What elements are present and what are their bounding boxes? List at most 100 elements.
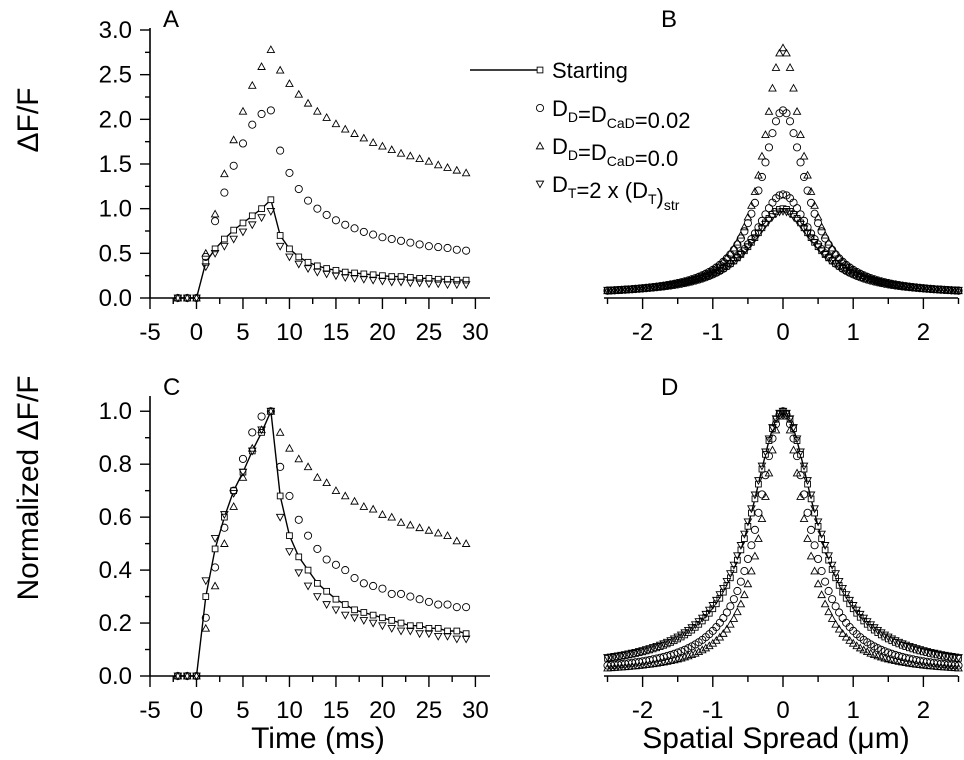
data-point: [764, 106, 774, 115]
data-point: [912, 645, 921, 654]
data-point: [729, 595, 738, 604]
data-point: [789, 434, 798, 443]
data-point: [378, 141, 387, 150]
data-point: [740, 530, 749, 539]
series-triangle-up: [173, 406, 471, 680]
data-point: [729, 614, 739, 622]
data-point: [211, 545, 219, 553]
data-point: [424, 156, 434, 165]
data-point: [341, 601, 349, 608]
y-axis-label-top: ΔF/F: [12, 87, 45, 152]
panel-c: C 0.0 0.2 0.4 0.6 0.8 1.0 -5 0 5 10 15 20 25 30: [99, 374, 490, 724]
data-point: [202, 593, 210, 600]
legend-label: Starting: [552, 58, 628, 83]
data-point: [768, 83, 777, 92]
data-point: [761, 448, 770, 457]
data-point: [771, 210, 781, 219]
data-point: [697, 614, 707, 623]
x-tick-label: 2: [917, 319, 930, 346]
data-point: [257, 62, 266, 70]
data-point: [670, 649, 679, 658]
data-point: [827, 614, 837, 622]
data-point: [876, 629, 886, 638]
data-point: [922, 648, 932, 657]
series-square-line: [604, 205, 962, 294]
data-point: [954, 286, 963, 295]
data-point: [313, 544, 322, 553]
data-point: [820, 542, 830, 550]
data-point: [768, 434, 777, 443]
data-point: [294, 260, 304, 269]
data-point: [736, 599, 746, 608]
data-point: [405, 520, 415, 529]
data-point: [415, 279, 424, 288]
data-point: [757, 490, 766, 499]
data-point: [838, 584, 848, 593]
data-point: [841, 632, 851, 641]
data-point: [461, 168, 471, 177]
data-point: [743, 212, 753, 221]
data-point: [266, 45, 276, 53]
data-point: [359, 133, 369, 142]
data-point: [322, 478, 332, 487]
data-point: [323, 587, 330, 595]
data-point: [238, 472, 248, 481]
data-point: [848, 638, 858, 647]
data-point: [201, 577, 211, 586]
data-point: [901, 641, 911, 650]
data-point: [416, 622, 423, 630]
data-point: [340, 611, 350, 620]
data-point: [680, 629, 690, 638]
data-point: [229, 135, 239, 144]
data-point: [750, 234, 760, 243]
data-point: [257, 214, 266, 223]
data-point: [736, 230, 746, 239]
data-point: [718, 256, 728, 265]
data-point: [360, 270, 368, 278]
panel-b: B -2 -1 0 1 2: [603, 6, 963, 346]
y-tick-label: 0.5: [99, 240, 132, 267]
data-point: [908, 644, 918, 653]
data-point: [789, 129, 798, 138]
data-point: [782, 48, 791, 57]
panels-group: A0.00.51.01.52.02.53.0-5 0 5 10 15 20 25 30B-2-…: [99, 6, 963, 724]
data-point: [434, 275, 442, 283]
data-point: [359, 579, 368, 588]
data-point: [387, 234, 396, 244]
legend-marker: [535, 103, 545, 113]
data-point: [806, 491, 816, 500]
data-point: [331, 272, 341, 281]
data-point: [771, 415, 781, 424]
data-point: [387, 512, 397, 521]
data-point: [378, 622, 387, 631]
data-point: [775, 409, 784, 418]
data-point: [332, 266, 340, 274]
data-point: [834, 624, 844, 633]
data-point: [740, 247, 749, 256]
data-point: [645, 645, 654, 654]
data-point: [743, 554, 752, 564]
data-point: [729, 243, 739, 252]
data-point: [396, 627, 406, 636]
data-point: [229, 502, 239, 510]
data-point: [359, 502, 369, 510]
data-point: [824, 607, 833, 616]
y-tick-label: 1.0: [99, 196, 132, 223]
data-point: [831, 248, 841, 257]
data-point: [396, 236, 406, 245]
data-point: [796, 130, 805, 139]
data-point: [369, 581, 378, 591]
data-point: [800, 216, 809, 225]
data-point: [800, 490, 809, 499]
data-point: [747, 200, 756, 209]
data-point: [813, 579, 823, 588]
data-point: [725, 570, 735, 579]
data-point: [862, 647, 872, 656]
data-point: [443, 531, 452, 540]
data-point: [340, 124, 350, 133]
data-point: [230, 226, 238, 234]
data-point: [304, 196, 313, 205]
data-point: [396, 148, 406, 157]
data-point: [433, 528, 443, 537]
data-point: [350, 224, 359, 233]
